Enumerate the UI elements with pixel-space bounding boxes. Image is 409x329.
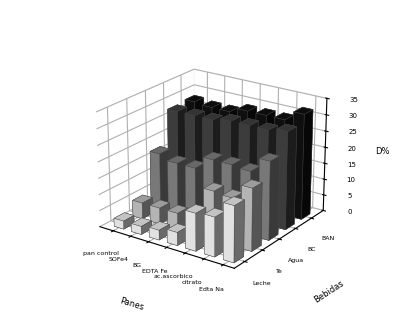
- X-axis label: Panes: Panes: [119, 296, 145, 312]
- Y-axis label: Bebidas: Bebidas: [312, 279, 346, 305]
